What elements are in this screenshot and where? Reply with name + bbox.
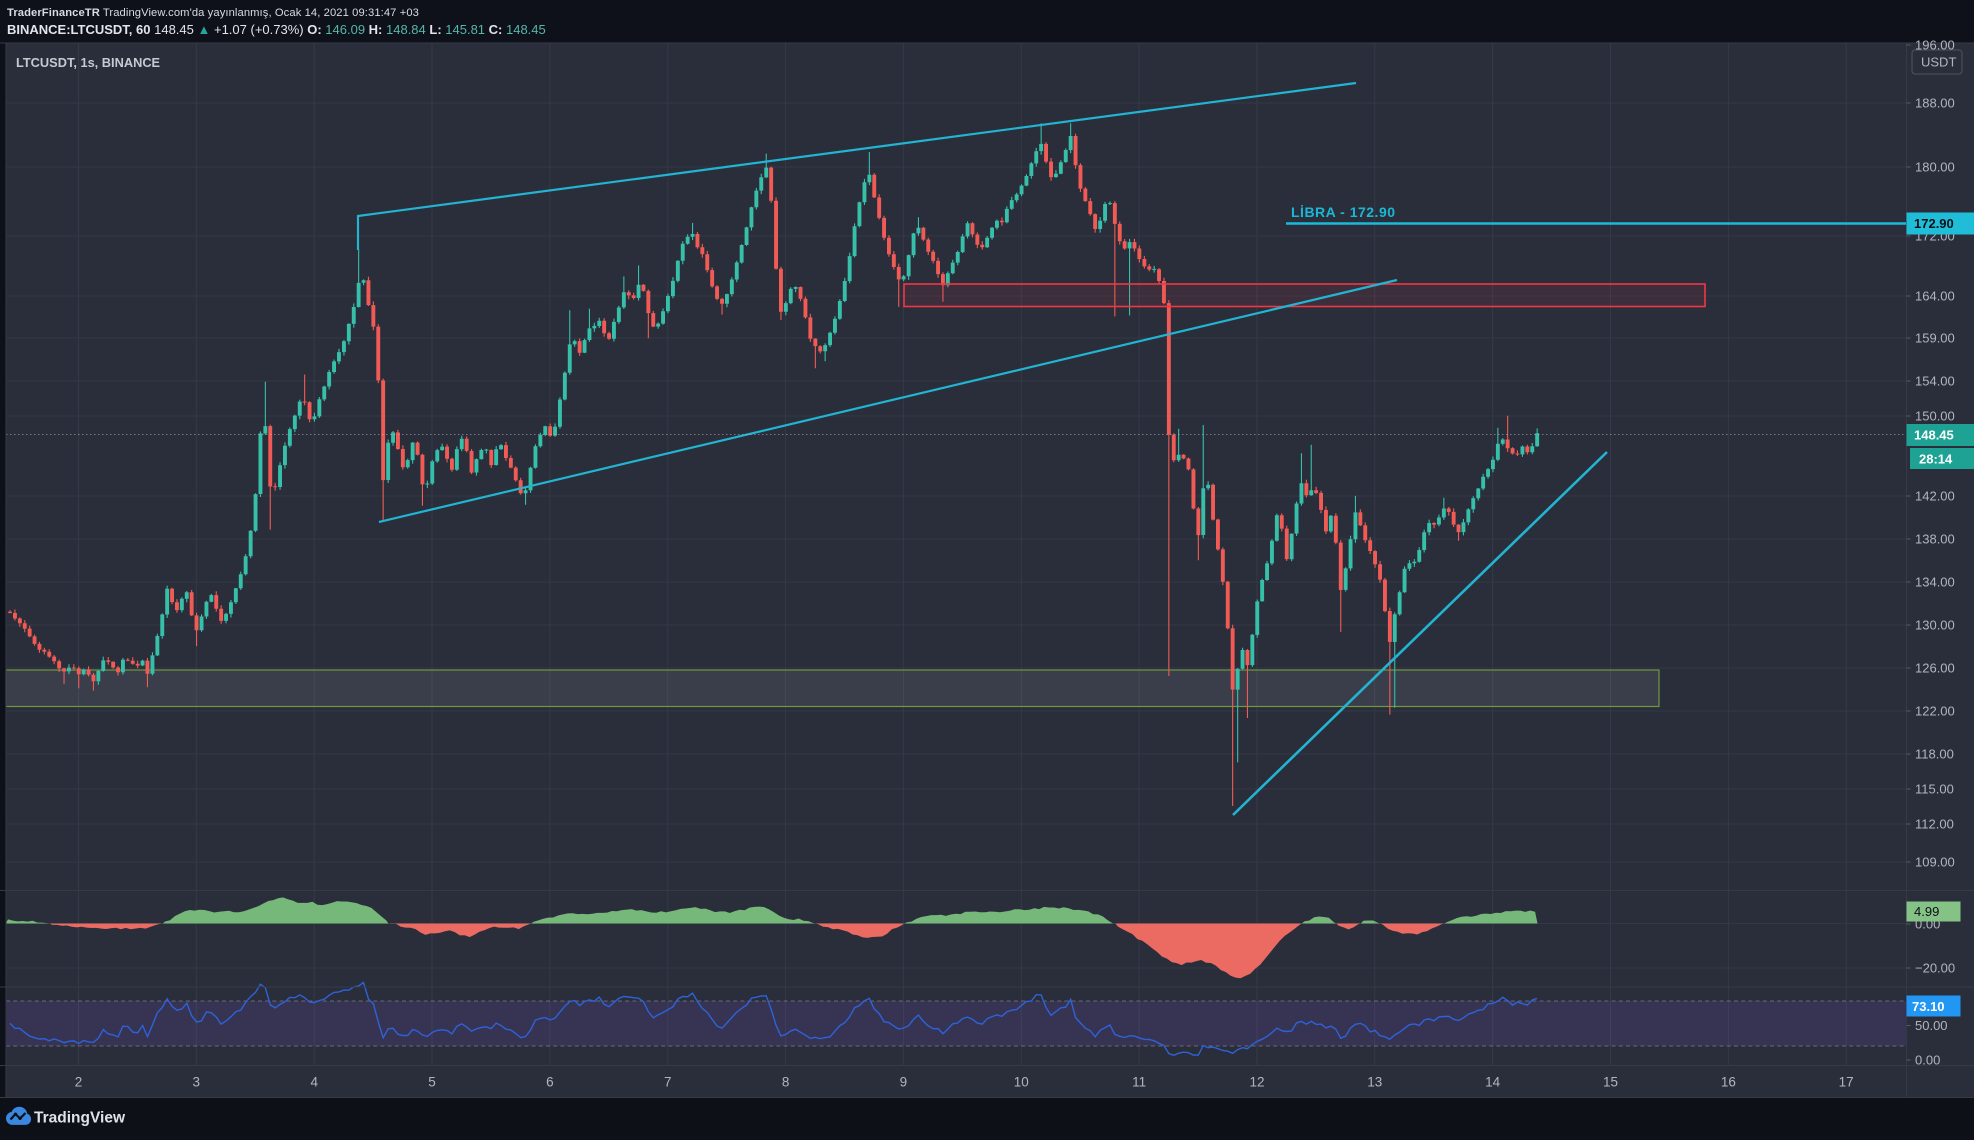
svg-text:15: 15 — [1603, 1075, 1618, 1090]
svg-text:4: 4 — [310, 1075, 318, 1090]
svg-text:122.00: 122.00 — [1915, 704, 1955, 719]
svg-text:112.00: 112.00 — [1915, 817, 1954, 832]
svg-text:6: 6 — [546, 1075, 554, 1090]
svg-text:180.00: 180.00 — [1915, 160, 1955, 175]
svg-text:LİBRA - 172.90: LİBRA - 172.90 — [1291, 204, 1396, 220]
svg-text:LTCUSDT, 1s, BINANCE: LTCUSDT, 1s, BINANCE — [16, 55, 161, 70]
svg-text:11: 11 — [1132, 1075, 1146, 1090]
svg-text:16: 16 — [1721, 1075, 1736, 1090]
svg-text:134.00: 134.00 — [1915, 575, 1955, 590]
svg-text:126.00: 126.00 — [1915, 661, 1955, 676]
svg-text:17: 17 — [1839, 1075, 1854, 1090]
svg-text:3: 3 — [193, 1075, 201, 1090]
svg-text:7: 7 — [664, 1075, 672, 1090]
svg-text:TraderFinanceTR TradingView.co: TraderFinanceTR TradingView.com'da yayın… — [7, 7, 419, 19]
svg-text:130.00: 130.00 — [1915, 618, 1955, 633]
svg-text:−20.00: −20.00 — [1915, 961, 1955, 976]
svg-text:10: 10 — [1014, 1075, 1029, 1090]
svg-text:154.00: 154.00 — [1915, 374, 1955, 389]
svg-text:159.00: 159.00 — [1915, 331, 1955, 346]
svg-text:172.90: 172.90 — [1914, 216, 1954, 231]
svg-text:50.00: 50.00 — [1915, 1018, 1948, 1033]
svg-text:73.10: 73.10 — [1912, 999, 1945, 1014]
svg-text:8: 8 — [782, 1075, 790, 1090]
svg-text:BINANCE:LTCUSDT, 60 148.45 ▲ +: BINANCE:LTCUSDT, 60 148.45 ▲ +1.07 (+0.7… — [7, 22, 546, 37]
svg-text:28:14: 28:14 — [1919, 452, 1953, 467]
svg-text:2: 2 — [75, 1075, 83, 1090]
svg-text:14: 14 — [1485, 1075, 1501, 1090]
svg-text:0.00: 0.00 — [1915, 1053, 1940, 1068]
svg-text:5: 5 — [428, 1075, 436, 1090]
svg-text:148.45: 148.45 — [1914, 428, 1954, 443]
svg-text:142.00: 142.00 — [1915, 489, 1955, 504]
svg-text:TradingView: TradingView — [34, 1110, 126, 1127]
svg-text:138.00: 138.00 — [1915, 532, 1955, 547]
svg-text:118.00: 118.00 — [1915, 747, 1954, 762]
svg-text:12: 12 — [1249, 1075, 1264, 1090]
svg-text:13: 13 — [1367, 1075, 1382, 1090]
svg-text:115.00: 115.00 — [1915, 782, 1954, 797]
svg-text:188.00: 188.00 — [1915, 96, 1955, 111]
svg-text:164.00: 164.00 — [1915, 289, 1955, 304]
svg-text:9: 9 — [900, 1075, 908, 1090]
svg-text:4.99: 4.99 — [1914, 904, 1939, 919]
svg-text:USDT: USDT — [1921, 55, 1956, 70]
svg-text:150.00: 150.00 — [1915, 409, 1955, 424]
svg-text:109.00: 109.00 — [1915, 855, 1955, 870]
